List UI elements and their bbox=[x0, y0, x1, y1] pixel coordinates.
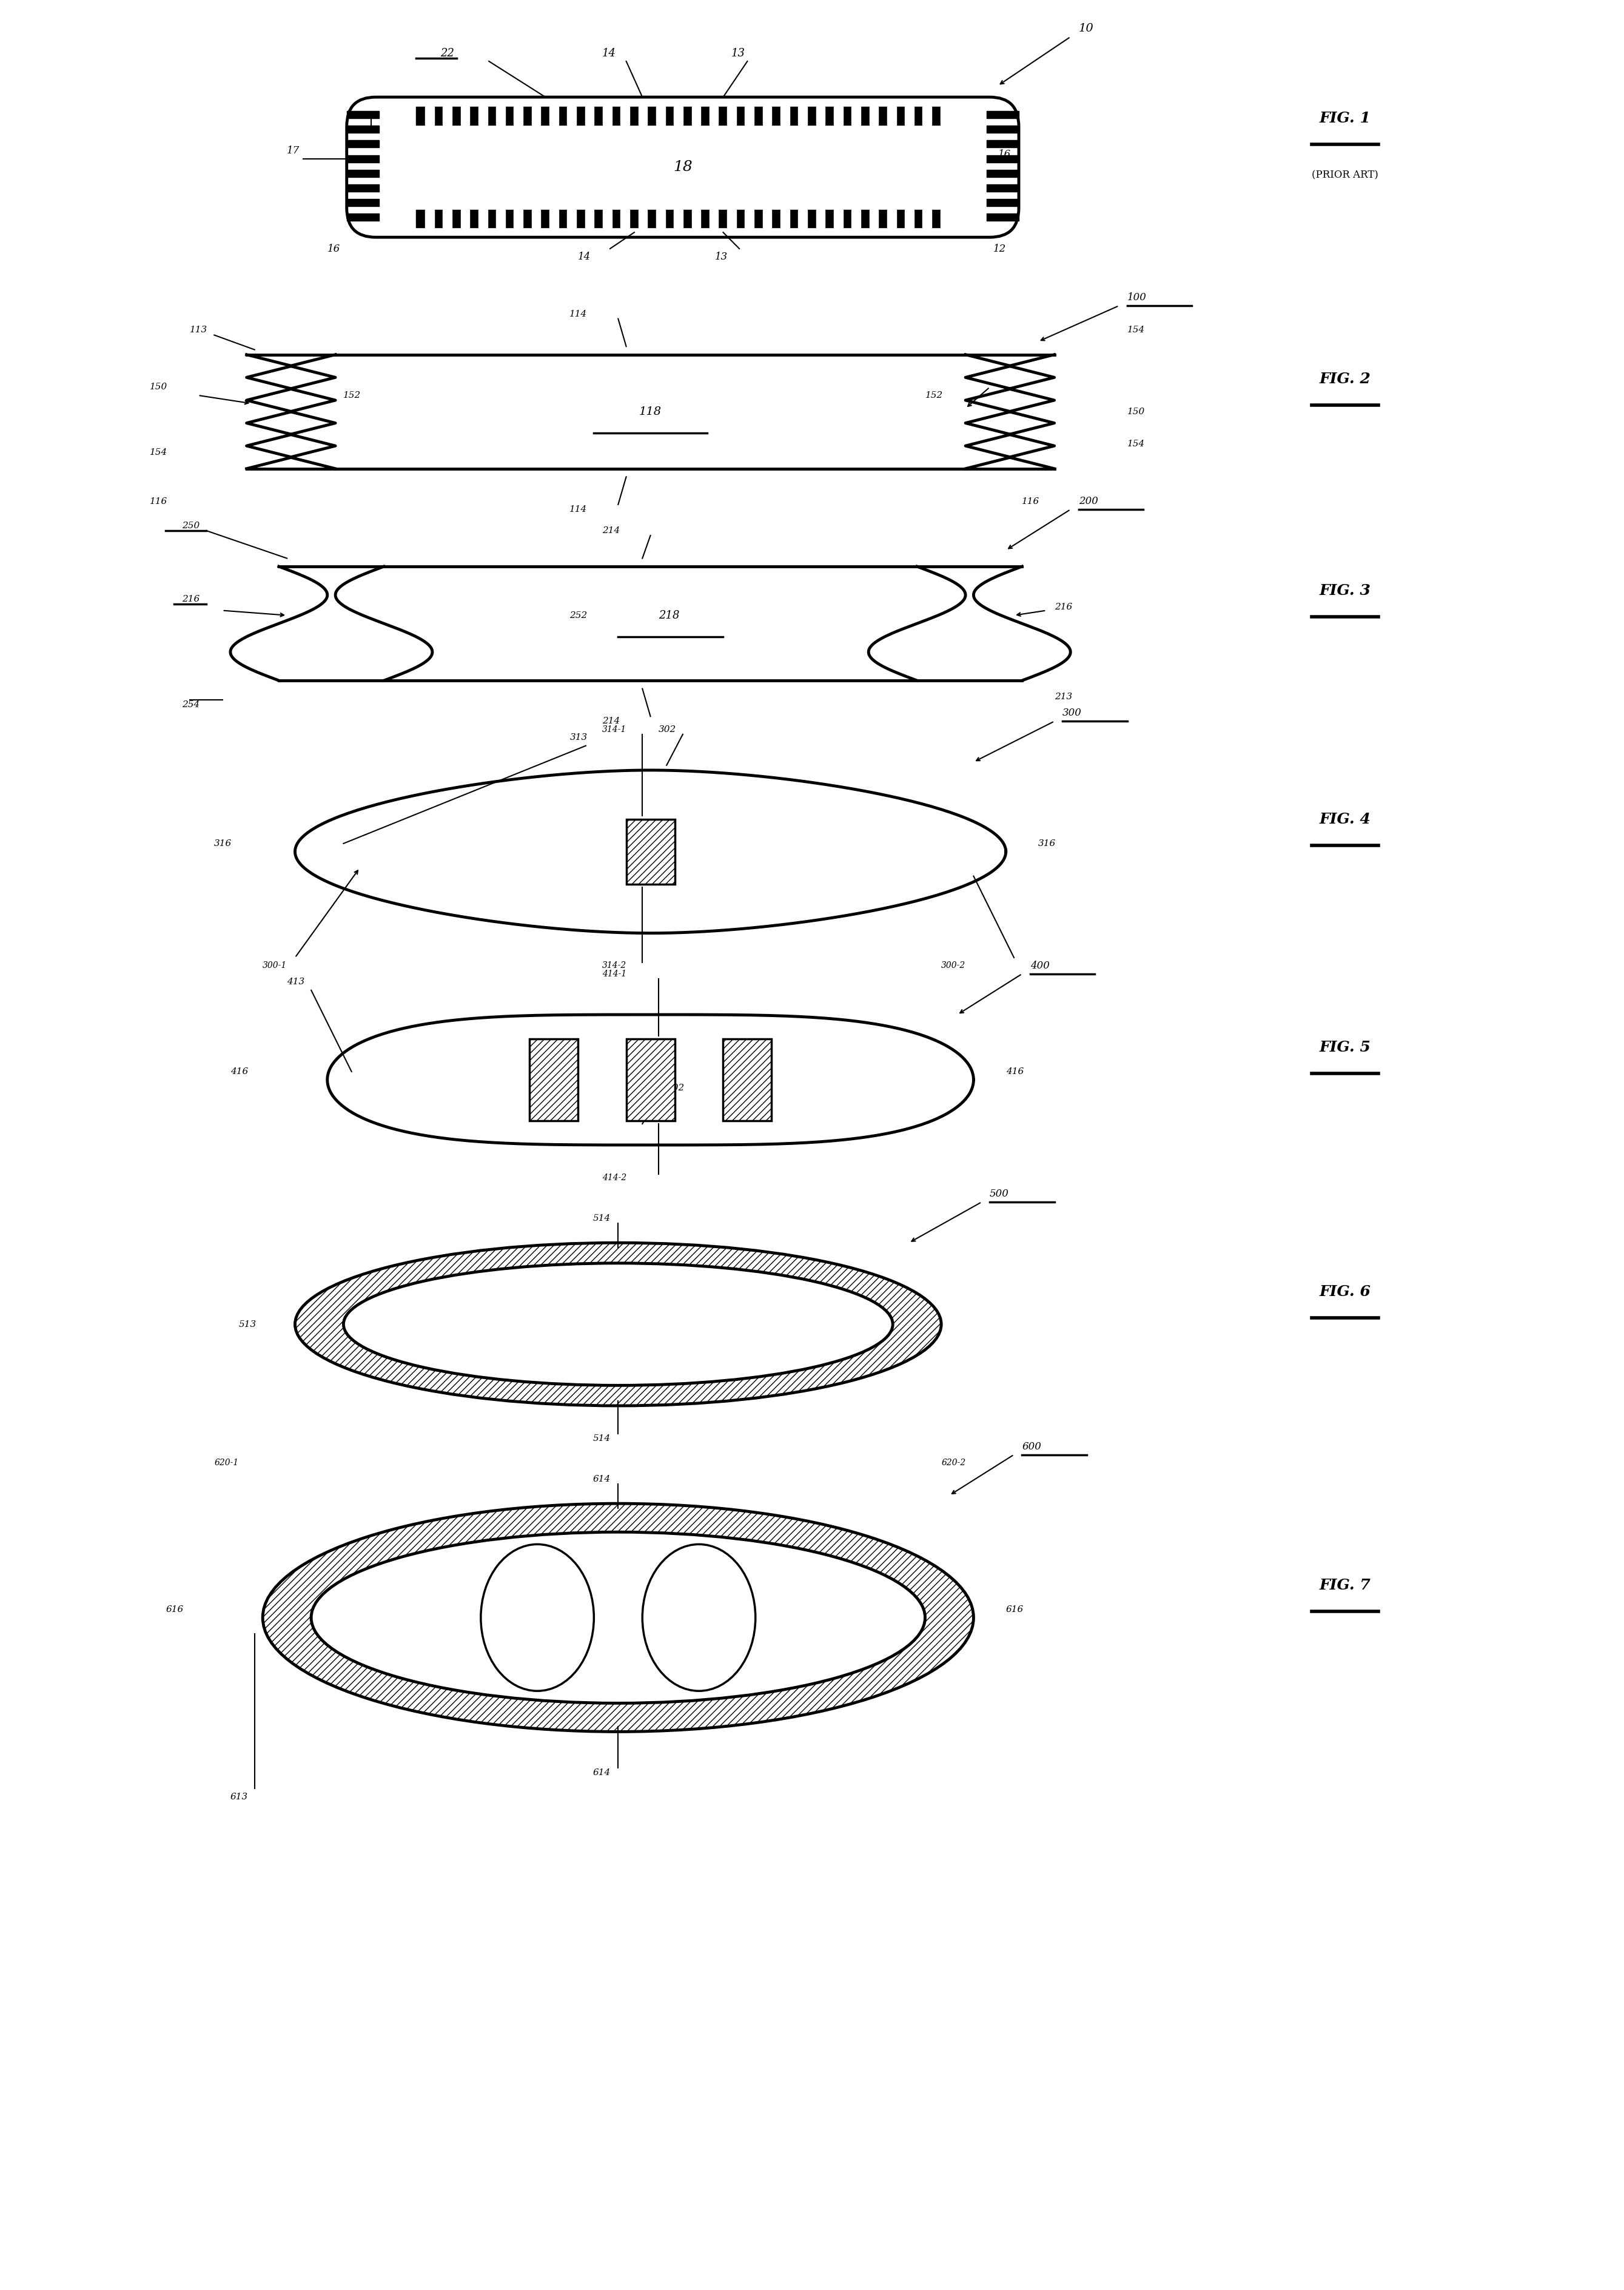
Text: 116: 116 bbox=[1021, 497, 1039, 506]
Text: 214: 214 bbox=[603, 527, 620, 536]
Ellipse shape bbox=[344, 1264, 893, 1385]
Text: 252: 252 bbox=[570, 611, 588, 621]
Text: 620-1: 620-1 bbox=[214, 1459, 239, 1468]
Text: 416: 416 bbox=[1005, 1067, 1023, 1076]
Text: 13: 13 bbox=[731, 48, 745, 60]
Ellipse shape bbox=[643, 1543, 755, 1690]
Text: 22: 22 bbox=[440, 48, 455, 60]
Text: 113: 113 bbox=[190, 325, 208, 334]
Text: 313: 313 bbox=[570, 733, 588, 742]
Text: 17: 17 bbox=[287, 147, 300, 156]
Text: 613: 613 bbox=[231, 1793, 248, 1802]
Text: 514: 514 bbox=[593, 1434, 611, 1443]
Text: 114: 114 bbox=[570, 506, 588, 513]
Text: 616: 616 bbox=[166, 1605, 184, 1614]
Text: 114: 114 bbox=[570, 309, 588, 318]
Text: 200: 200 bbox=[1078, 497, 1098, 506]
Ellipse shape bbox=[312, 1532, 926, 1704]
Text: 300: 300 bbox=[1062, 708, 1082, 719]
Text: FIG. 3: FIG. 3 bbox=[1319, 584, 1371, 598]
Text: 302: 302 bbox=[658, 726, 676, 733]
Text: 600: 600 bbox=[1021, 1440, 1041, 1452]
Text: 216: 216 bbox=[1054, 602, 1072, 611]
Text: 314-2: 314-2 bbox=[603, 962, 627, 971]
Text: 100: 100 bbox=[1127, 293, 1147, 302]
Text: 616: 616 bbox=[1005, 1605, 1023, 1614]
Text: FIG. 7: FIG. 7 bbox=[1319, 1578, 1371, 1592]
Text: 620-2: 620-2 bbox=[942, 1459, 966, 1468]
Text: 416: 416 bbox=[231, 1067, 248, 1076]
Text: 10: 10 bbox=[1078, 23, 1093, 34]
Text: 300-2: 300-2 bbox=[942, 962, 966, 971]
Bar bbox=[723, 1040, 771, 1120]
Bar bbox=[529, 1040, 578, 1120]
Text: 316: 316 bbox=[214, 838, 232, 847]
Text: 13: 13 bbox=[715, 252, 728, 261]
Text: 116: 116 bbox=[149, 497, 167, 506]
Polygon shape bbox=[328, 1014, 973, 1145]
Text: 602-2: 602-2 bbox=[651, 1626, 672, 1635]
Text: 414-1: 414-1 bbox=[603, 969, 627, 978]
Text: 413: 413 bbox=[287, 978, 305, 987]
Bar bbox=[627, 820, 674, 884]
Text: 214: 214 bbox=[603, 717, 620, 726]
Text: 316: 316 bbox=[1038, 838, 1056, 847]
Text: 118: 118 bbox=[640, 405, 661, 417]
Text: 614: 614 bbox=[593, 1475, 611, 1484]
Text: 152: 152 bbox=[344, 392, 361, 398]
Text: 12: 12 bbox=[992, 243, 1005, 254]
Text: 218: 218 bbox=[658, 609, 679, 621]
Text: FIG. 2: FIG. 2 bbox=[1319, 371, 1371, 387]
Text: FIG. 4: FIG. 4 bbox=[1319, 811, 1371, 827]
Text: 150: 150 bbox=[149, 382, 167, 392]
Text: FIG. 1: FIG. 1 bbox=[1319, 110, 1371, 126]
Text: 513: 513 bbox=[239, 1319, 257, 1328]
Text: 500: 500 bbox=[989, 1189, 1009, 1200]
Text: 154: 154 bbox=[1127, 325, 1145, 334]
Text: 14: 14 bbox=[578, 252, 591, 261]
Text: 300-1: 300-1 bbox=[263, 962, 287, 971]
Text: 154: 154 bbox=[1127, 440, 1145, 449]
Text: (PRIOR ART): (PRIOR ART) bbox=[1312, 169, 1379, 181]
Text: 402: 402 bbox=[666, 1083, 684, 1092]
Text: 216: 216 bbox=[182, 595, 200, 602]
Text: 18: 18 bbox=[672, 160, 692, 174]
FancyBboxPatch shape bbox=[346, 96, 1018, 238]
Text: 152: 152 bbox=[926, 392, 944, 398]
Text: 150: 150 bbox=[1127, 408, 1145, 417]
Text: 14: 14 bbox=[603, 48, 615, 60]
Text: 16: 16 bbox=[997, 149, 1010, 160]
Text: 16: 16 bbox=[328, 243, 339, 254]
Polygon shape bbox=[296, 769, 1005, 932]
Text: 250: 250 bbox=[182, 522, 200, 529]
Text: 254: 254 bbox=[182, 701, 200, 710]
Text: 400: 400 bbox=[1030, 960, 1049, 971]
Text: 213: 213 bbox=[1054, 692, 1072, 701]
Text: 602-1: 602-1 bbox=[651, 1598, 672, 1605]
Text: FIG. 5: FIG. 5 bbox=[1319, 1040, 1371, 1053]
Bar bbox=[627, 1040, 674, 1120]
Text: 602-2: 602-2 bbox=[505, 1626, 528, 1635]
Text: 614: 614 bbox=[593, 1768, 611, 1777]
Text: 514: 514 bbox=[593, 1214, 611, 1223]
Ellipse shape bbox=[481, 1543, 594, 1690]
Text: FIG. 6: FIG. 6 bbox=[1319, 1285, 1371, 1298]
Text: 602-1: 602-1 bbox=[505, 1598, 528, 1605]
Text: 154: 154 bbox=[149, 449, 167, 456]
Text: 314-1: 314-1 bbox=[603, 726, 627, 733]
Text: 414-2: 414-2 bbox=[603, 1172, 627, 1182]
